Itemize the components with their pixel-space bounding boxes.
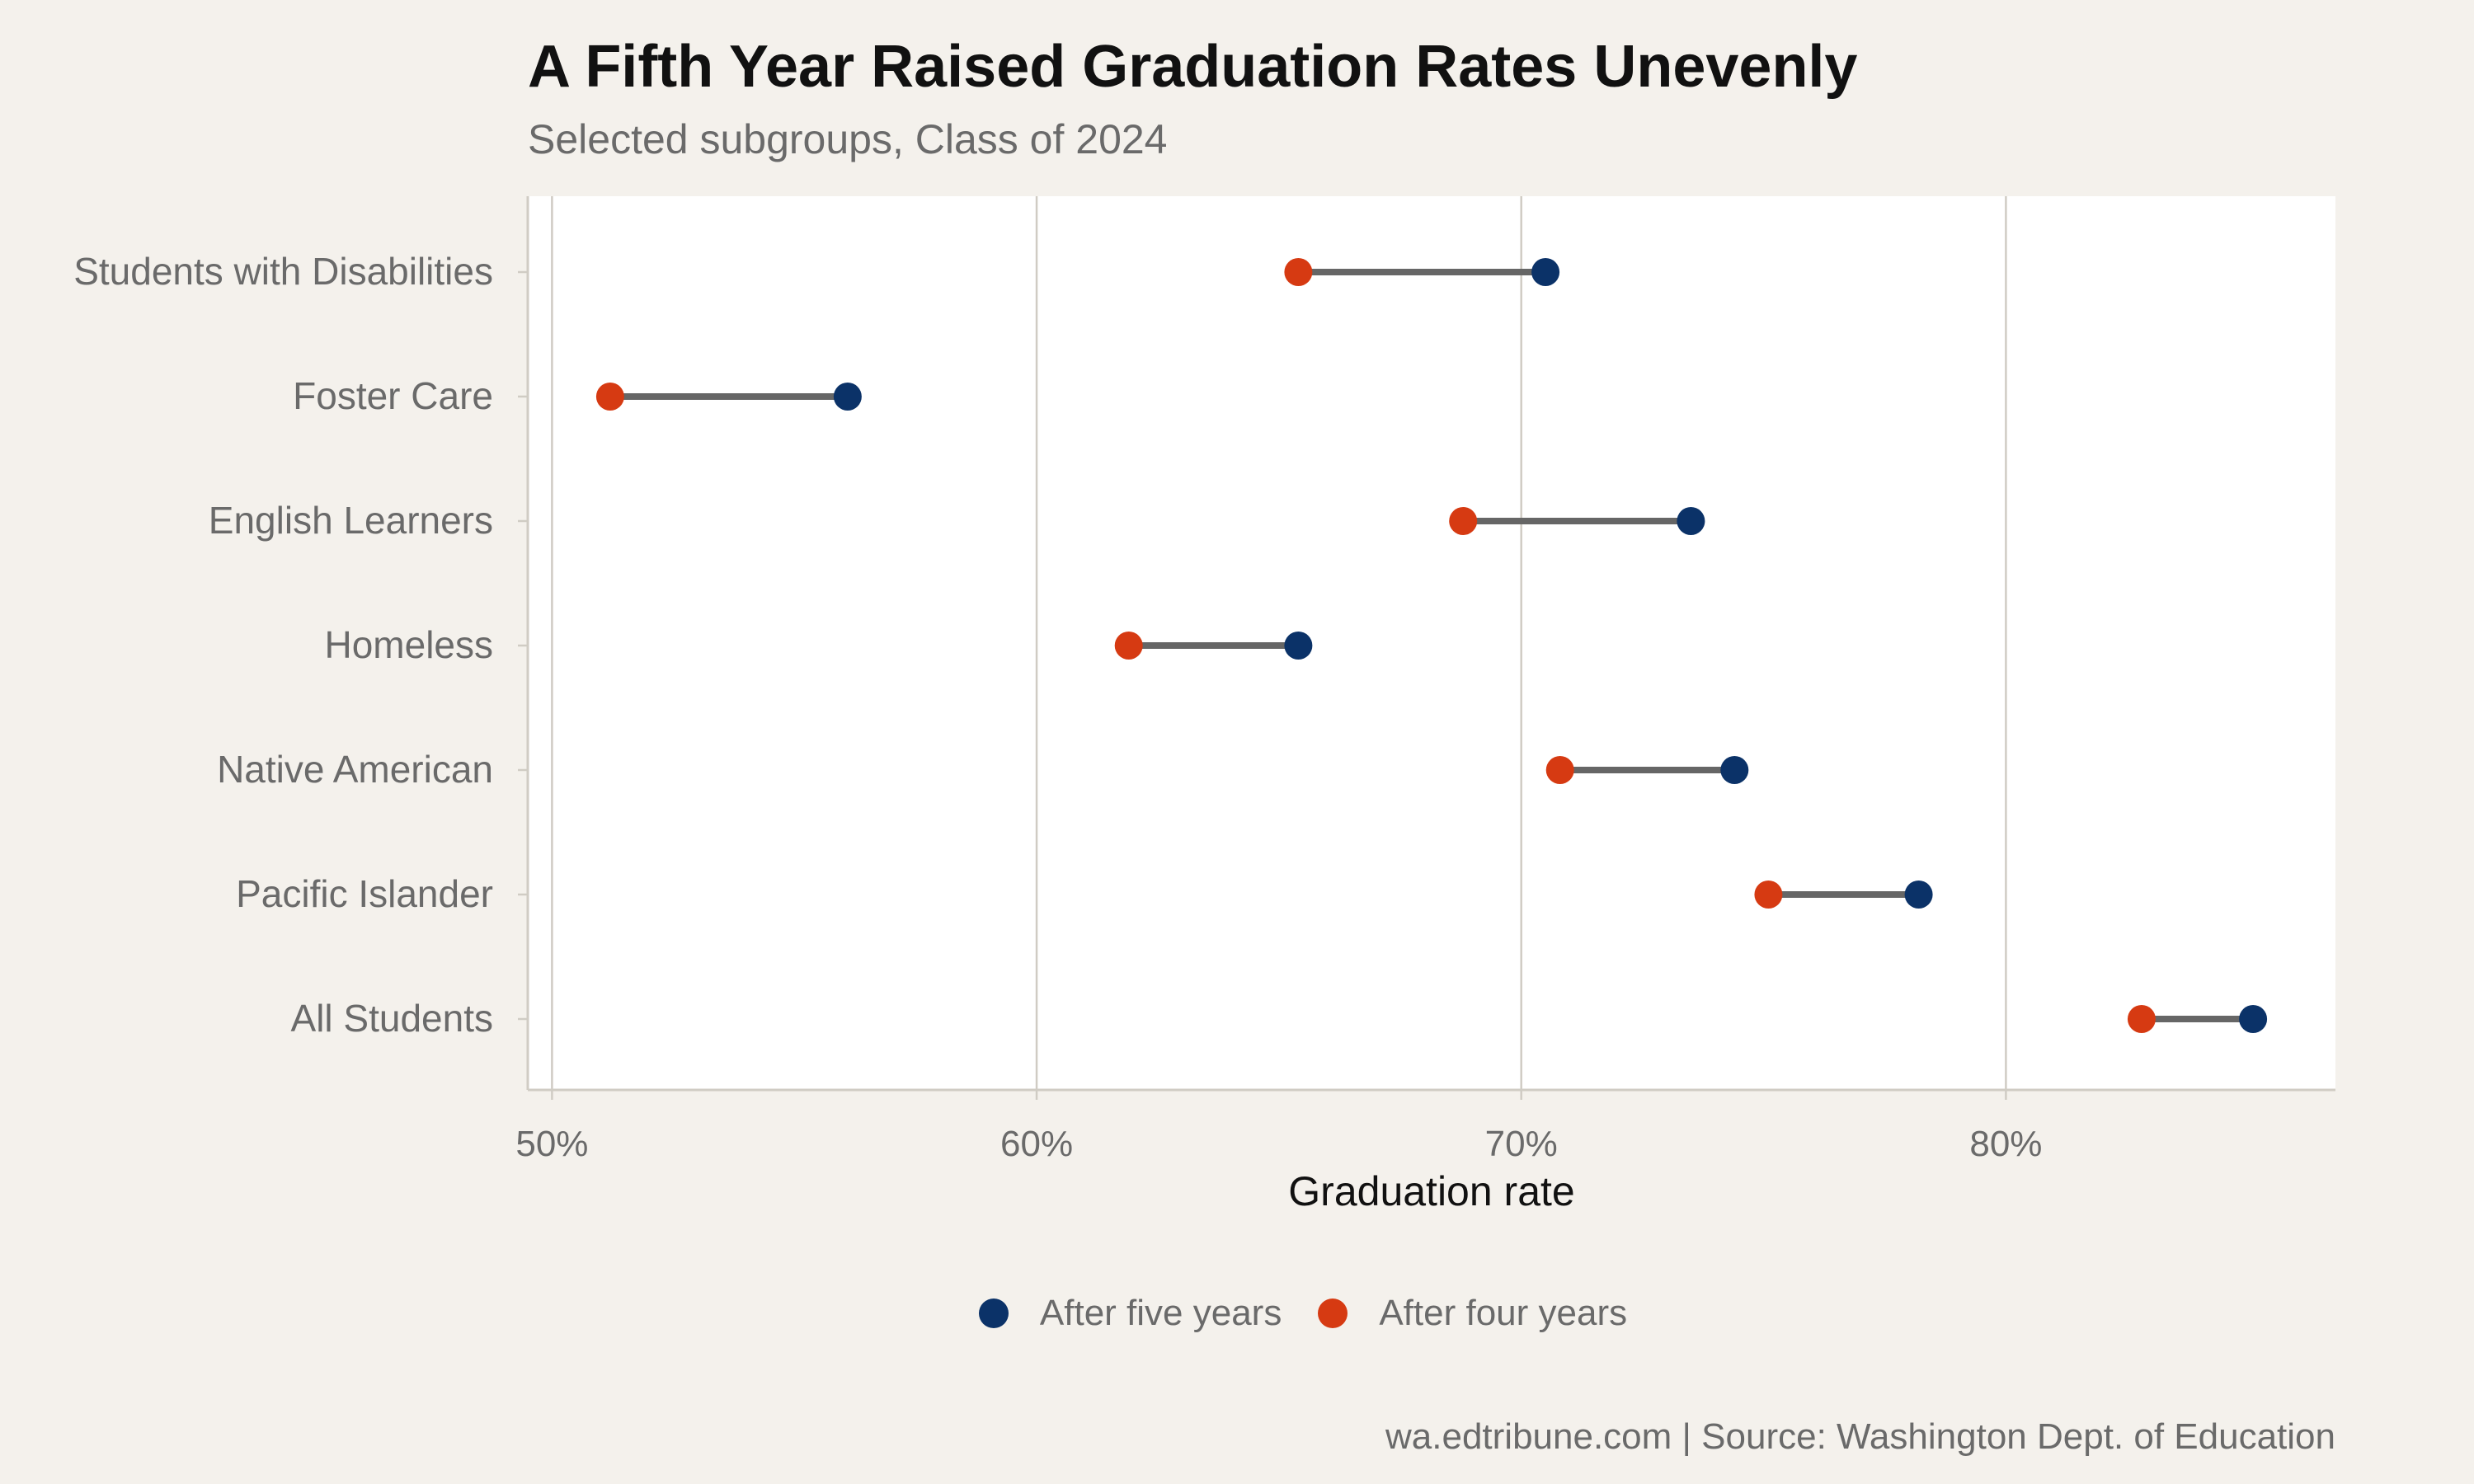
category-label: English Learners xyxy=(209,499,493,542)
source-caption: wa.edtribune.com | Source: Washington De… xyxy=(1385,1416,2335,1457)
legend-label-four-years: After four years xyxy=(1379,1293,1628,1333)
chart-title: A Fifth Year Raised Graduation Rates Une… xyxy=(528,34,1858,100)
point-after-five-years xyxy=(1720,756,1749,784)
point-after-four-years xyxy=(2127,1005,2156,1033)
point-after-four-years xyxy=(1284,258,1313,286)
category-label: Students with Disabilities xyxy=(73,250,493,293)
category-label: Foster Care xyxy=(293,374,493,417)
point-after-five-years xyxy=(1904,881,1933,909)
x-tick-label: 50% xyxy=(515,1124,588,1164)
point-after-five-years xyxy=(1531,258,1560,286)
plot-panel xyxy=(528,196,2335,1090)
point-after-five-years xyxy=(1284,632,1313,660)
legend-label-five-years: After five years xyxy=(1039,1293,1282,1333)
chart-subtitle: Selected subgroups, Class of 2024 xyxy=(528,116,1168,162)
category-label: Homeless xyxy=(324,623,493,666)
point-after-four-years xyxy=(1114,632,1143,660)
x-axis-title: Graduation rate xyxy=(1288,1168,1574,1214)
legend-dot-five-years xyxy=(978,1298,1009,1328)
legend-item-four-years: After four years xyxy=(1318,1293,1627,1334)
x-tick-label: 80% xyxy=(1969,1124,2042,1164)
category-label: Pacific Islander xyxy=(236,872,493,915)
category-label: All Students xyxy=(291,997,493,1040)
point-after-five-years xyxy=(2239,1005,2268,1033)
point-after-four-years xyxy=(1545,756,1574,784)
point-after-five-years xyxy=(1677,507,1705,535)
point-after-four-years xyxy=(595,383,624,411)
legend-dot-four-years xyxy=(1318,1298,1348,1328)
category-label: Native American xyxy=(217,748,493,791)
x-tick-label: 60% xyxy=(1000,1124,1073,1164)
point-after-four-years xyxy=(1754,881,1783,909)
legend: After five years After four years xyxy=(0,1293,2474,1334)
point-after-five-years xyxy=(833,383,862,411)
legend-item-five-years: After five years xyxy=(978,1293,1282,1334)
x-tick-label: 70% xyxy=(1485,1124,1558,1164)
point-after-four-years xyxy=(1449,507,1478,535)
